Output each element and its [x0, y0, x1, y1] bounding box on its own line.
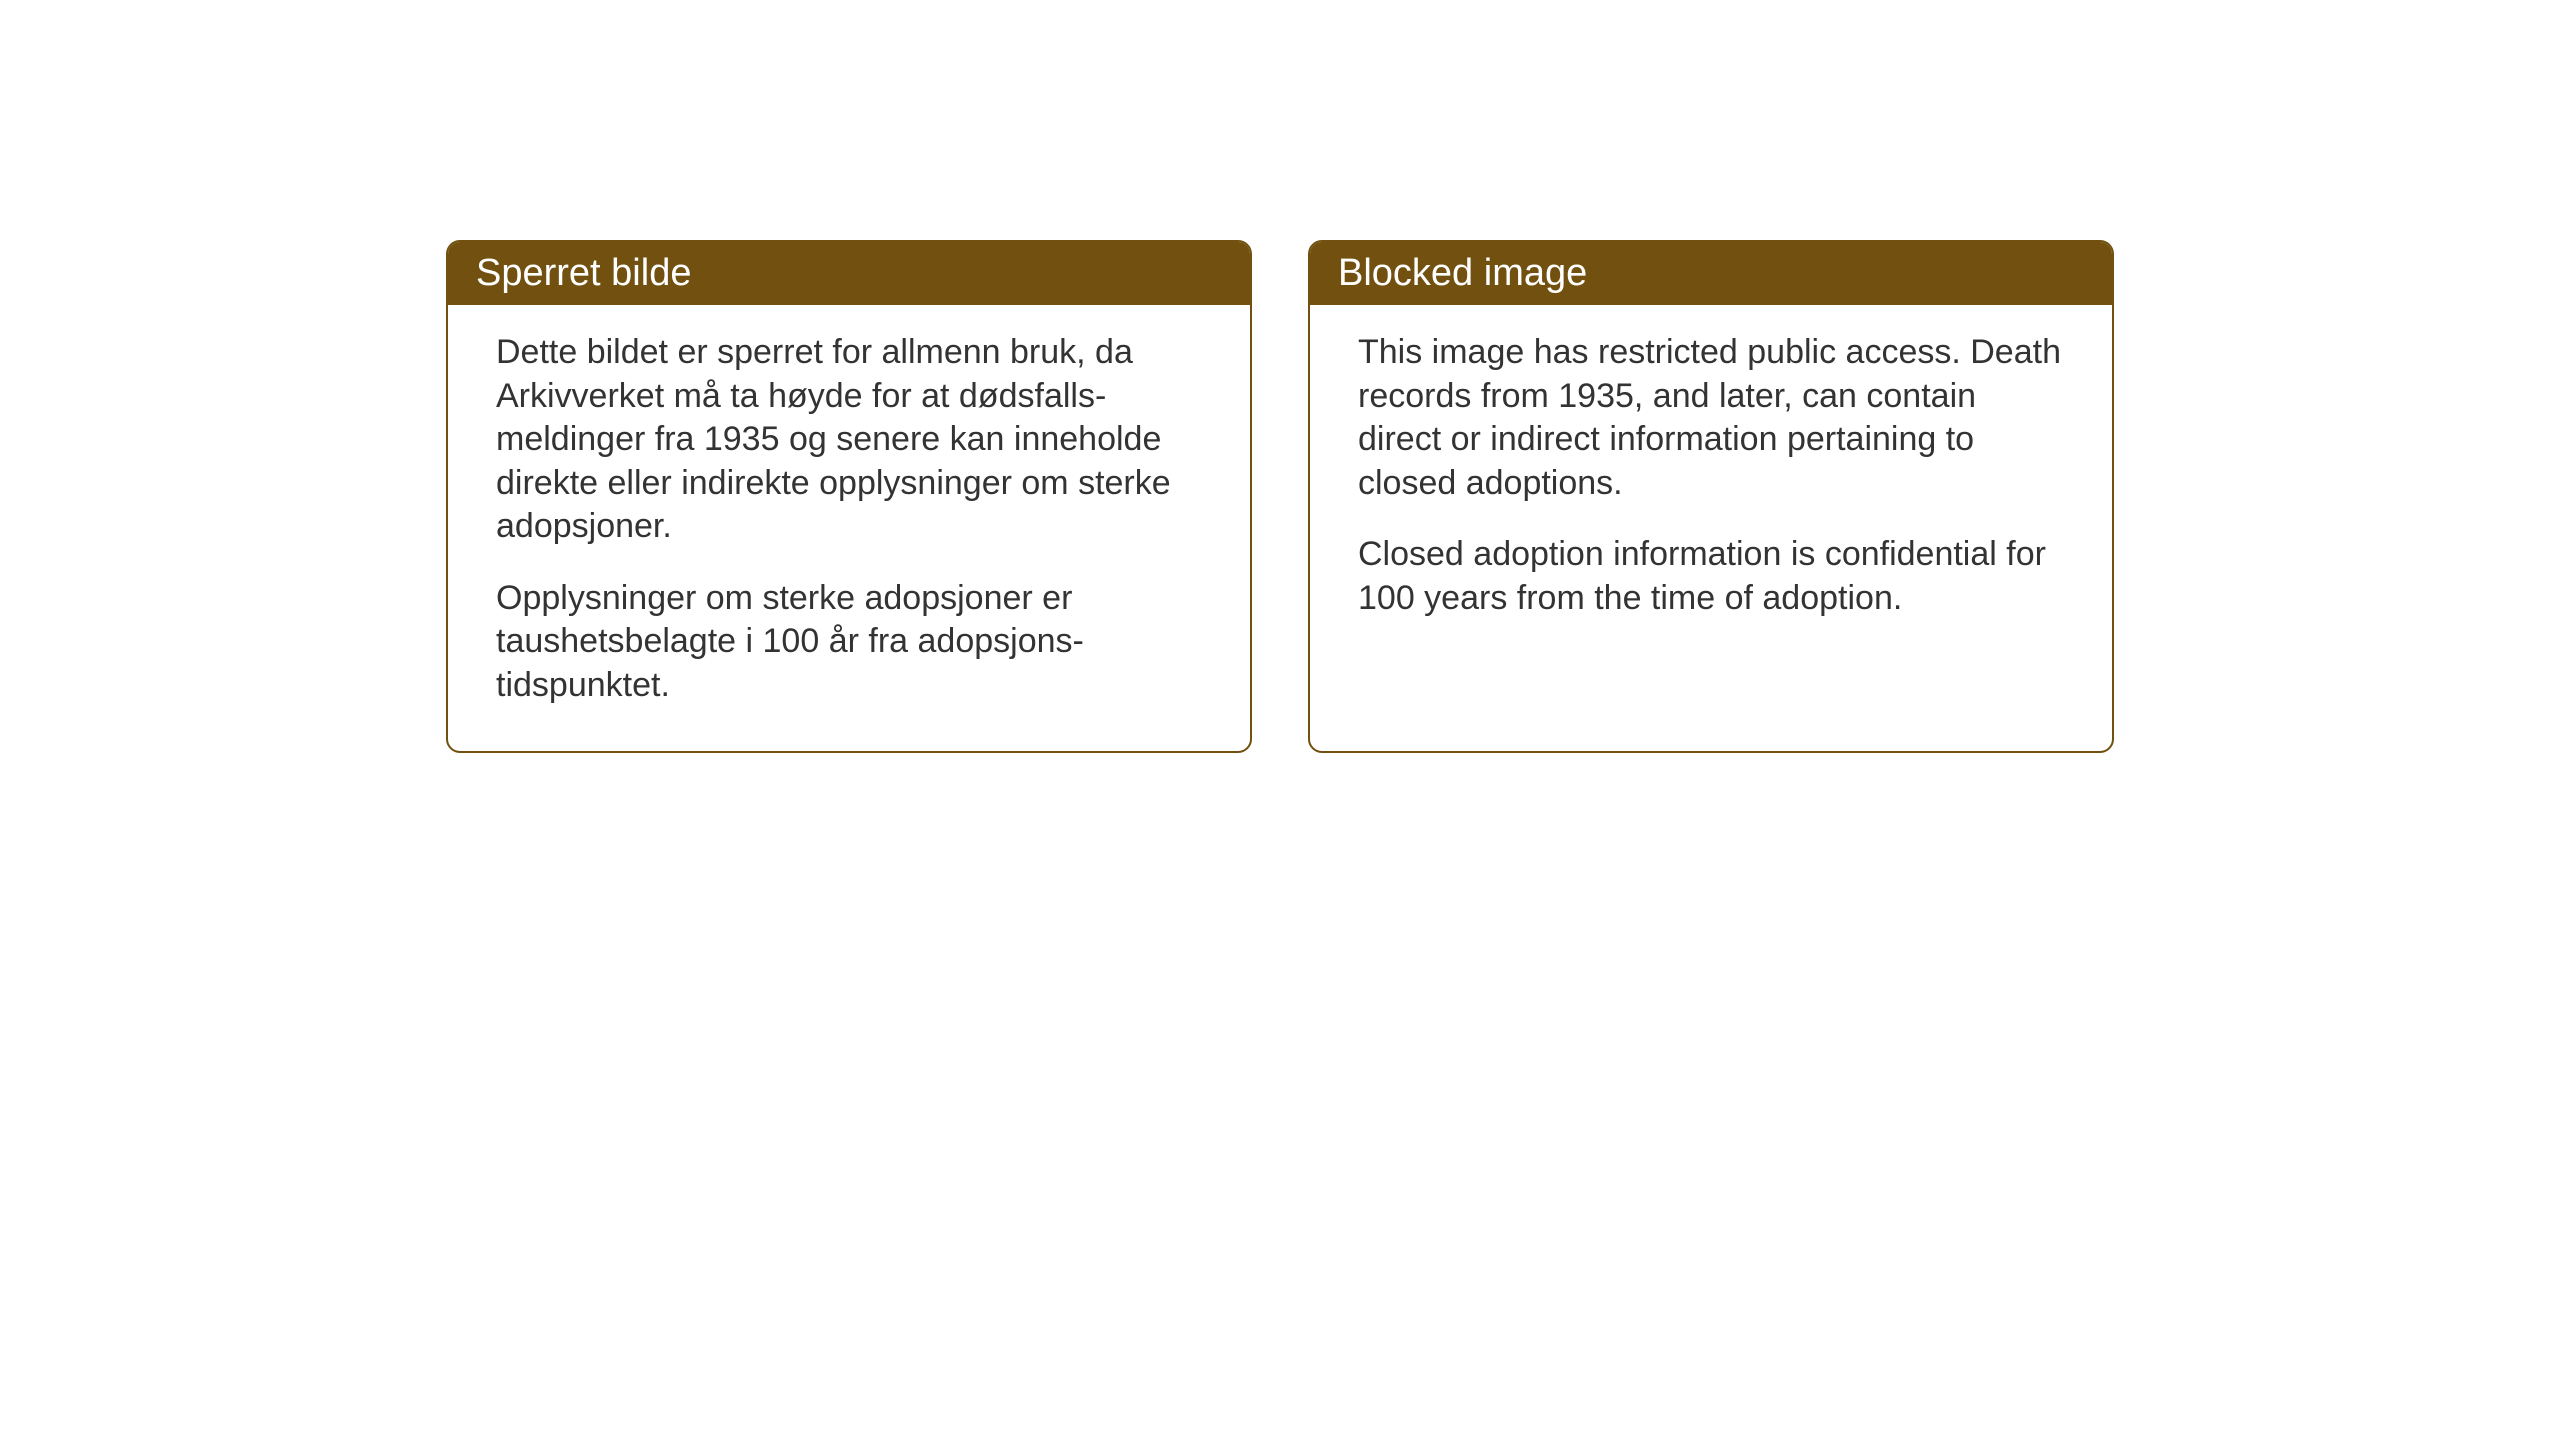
card-header-norwegian: Sperret bilde — [448, 242, 1250, 305]
card-paragraph: Opplysninger om sterke adopsjoner er tau… — [496, 577, 1202, 708]
card-body-english: This image has restricted public access.… — [1310, 305, 2112, 664]
info-card-norwegian: Sperret bilde Dette bildet er sperret fo… — [446, 240, 1252, 753]
card-paragraph: This image has restricted public access.… — [1358, 331, 2064, 505]
card-header-english: Blocked image — [1310, 242, 2112, 305]
cards-container: Sperret bilde Dette bildet er sperret fo… — [446, 240, 2114, 753]
info-card-english: Blocked image This image has restricted … — [1308, 240, 2114, 753]
card-title: Sperret bilde — [476, 252, 691, 294]
card-paragraph: Dette bildet er sperret for allmenn bruk… — [496, 331, 1202, 549]
card-body-norwegian: Dette bildet er sperret for allmenn bruk… — [448, 305, 1250, 751]
card-paragraph: Closed adoption information is confident… — [1358, 533, 2064, 620]
card-title: Blocked image — [1338, 252, 1587, 294]
